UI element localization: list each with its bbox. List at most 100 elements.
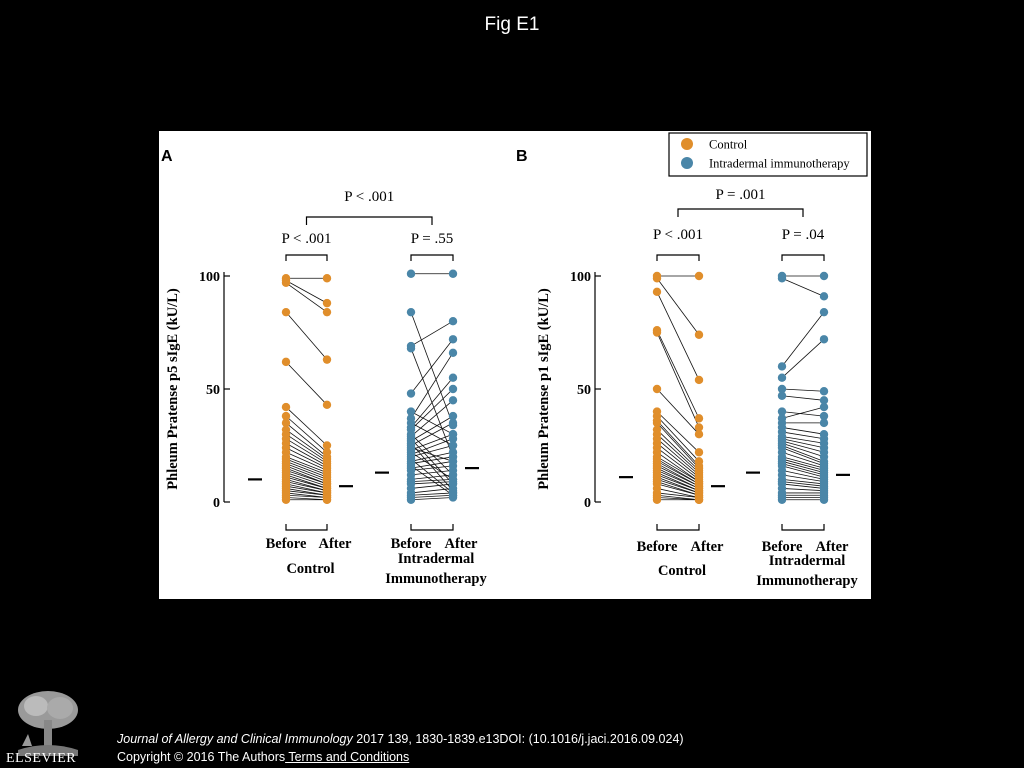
pair-line (656, 447, 700, 480)
after-point (694, 495, 704, 504)
pair-line (781, 458, 825, 471)
after-point (694, 330, 704, 339)
after-point (448, 269, 458, 278)
after-point (448, 335, 458, 344)
bottom-bracket (285, 524, 328, 531)
after-point (694, 430, 704, 439)
before-point (652, 418, 662, 428)
pair-line (285, 490, 328, 496)
pair-line (656, 420, 700, 467)
before-point (281, 495, 291, 504)
figure-panel: A 0 50 100 Phleum Pratense p5 sIgE (kU/L) P <… (159, 131, 871, 599)
pair-line (781, 483, 825, 489)
before-point (777, 495, 787, 504)
before-point (281, 411, 291, 421)
after-point (694, 423, 704, 432)
after-point (819, 411, 829, 421)
pair-line (410, 497, 454, 501)
pair-line (285, 422, 328, 458)
pair-line (781, 488, 825, 492)
after-point (694, 271, 704, 281)
after-point (448, 411, 458, 421)
pair-line (410, 451, 454, 462)
pair-line (781, 395, 825, 401)
pair-line (781, 445, 825, 462)
pair-line (781, 469, 825, 480)
pair-line (410, 469, 454, 476)
slide-title: Fig E1 (484, 14, 540, 35)
after-point (448, 441, 458, 450)
bottom-bracket (410, 524, 454, 531)
y-axis-label: Phleum Pratense p5 sIgE (kU/L) (165, 288, 181, 490)
pair-line (410, 411, 454, 435)
pair-line (285, 282, 328, 313)
before-point (281, 418, 291, 428)
before-point (652, 287, 662, 297)
after-point (448, 434, 458, 443)
pair-line (285, 458, 328, 476)
pair-line (656, 433, 700, 473)
after-point (448, 418, 458, 428)
before-point (406, 269, 416, 278)
after-point (448, 493, 458, 502)
y-tick-label: 50 (577, 383, 591, 398)
figure-svg: A 0 50 100 Phleum Pratense p5 sIgE (kU/L) P <… (161, 132, 868, 589)
pair-line (781, 460, 825, 474)
pair-line (656, 422, 700, 469)
pair-line (656, 474, 700, 492)
pair-line (781, 338, 825, 378)
after-point (322, 355, 332, 364)
pair-line (410, 481, 454, 485)
pair-line (656, 291, 700, 381)
pair-line (781, 481, 825, 487)
after-point (819, 271, 829, 281)
after-point (322, 495, 332, 504)
before-point (777, 407, 787, 416)
after-point (819, 402, 829, 412)
after-point (322, 307, 332, 317)
pair-line (781, 474, 825, 483)
group-bracket (410, 254, 454, 261)
pair-line (410, 483, 454, 489)
pair-line (656, 460, 700, 485)
pair-line (781, 388, 825, 392)
y-tick-label: 0 (584, 496, 591, 511)
pair-line (410, 474, 454, 480)
elsevier-tree-logo (8, 688, 88, 758)
after-point (322, 441, 332, 450)
pair-line (285, 415, 328, 453)
pair-line (781, 463, 825, 476)
after-point (322, 298, 332, 308)
before-point (281, 278, 291, 287)
pair-line (285, 280, 328, 304)
x-label-before: Before (762, 539, 803, 555)
pair-line (285, 494, 328, 498)
pair-line (410, 438, 454, 455)
pair-line (656, 456, 700, 483)
y-tick-label: 0 (213, 496, 220, 511)
after-point (819, 292, 829, 301)
pair-line (410, 479, 454, 483)
pair-line (781, 451, 825, 467)
terms-link[interactable]: Terms and Conditions (285, 750, 410, 764)
pair-line (410, 488, 454, 494)
pair-line (410, 451, 454, 480)
pair-line (410, 442, 454, 491)
pair-line (781, 465, 825, 478)
group-p-value: P = .55 (411, 231, 454, 247)
pair-line (781, 447, 825, 464)
pair-line (285, 311, 328, 360)
pair-line (410, 415, 454, 442)
before-point (281, 307, 291, 317)
after-point (819, 307, 829, 317)
pair-line (781, 440, 825, 453)
pair-line (656, 388, 700, 435)
before-point (406, 344, 416, 353)
before-point (652, 495, 662, 504)
group-label-line2: Immunotherapy (385, 571, 487, 587)
pair-line (285, 361, 328, 406)
comparison-bracket (677, 208, 804, 217)
pair-line (285, 472, 328, 487)
pair-line (410, 447, 454, 462)
journal-name: Journal of Allergy and Clinical Immunolo… (117, 732, 353, 746)
